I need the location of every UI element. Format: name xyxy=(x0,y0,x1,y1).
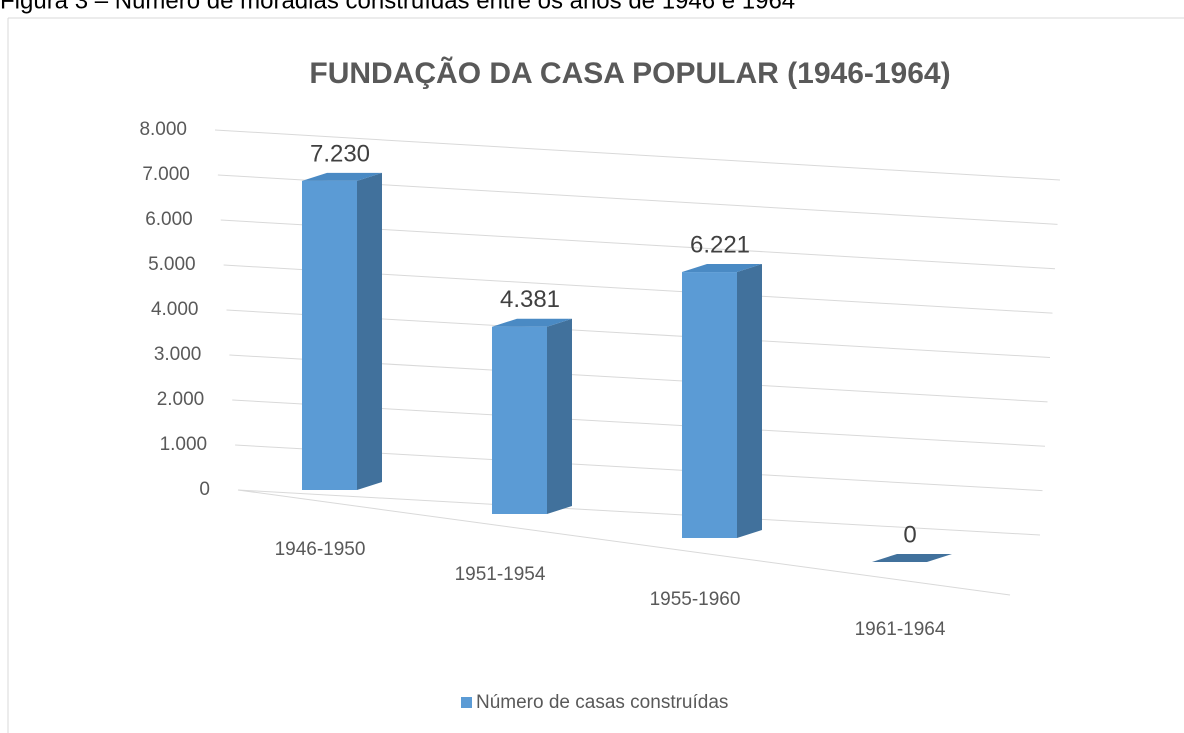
bar-side xyxy=(737,264,762,538)
bar xyxy=(302,180,357,491)
y-tick-label: 2.000 xyxy=(157,389,205,410)
x-tick-label: 1955-1960 xyxy=(650,589,741,610)
bar xyxy=(492,326,547,514)
bar-top xyxy=(302,172,382,181)
y-tick-label: 1.000 xyxy=(160,434,208,455)
y-tick-label: 4.000 xyxy=(151,299,199,320)
bar-top xyxy=(682,264,762,273)
bar-side xyxy=(357,172,382,491)
floor-line xyxy=(237,489,1011,596)
grid-line xyxy=(237,489,1041,536)
chart-title: FUNDAÇÃO DA CASA POPULAR (1946-1964) xyxy=(309,56,950,90)
y-tick-label: 8.000 xyxy=(139,119,187,140)
caption: Figura 3 – Número de moradias construída… xyxy=(0,0,795,14)
data-label: 7.230 xyxy=(310,140,370,167)
data-label: 4.381 xyxy=(500,286,560,313)
legend-label: Número de casas construídas xyxy=(476,692,728,713)
bar xyxy=(682,272,737,538)
y-tick-label: 0 xyxy=(199,479,210,500)
data-label: 6.221 xyxy=(690,231,750,258)
bar-top xyxy=(872,554,952,562)
x-tick-label: 1946-1950 xyxy=(275,539,366,560)
y-tick-label: 6.000 xyxy=(145,209,193,230)
x-tick-label: 1951-1954 xyxy=(455,564,546,585)
y-tick-label: 5.000 xyxy=(148,254,196,275)
legend-swatch xyxy=(461,697,472,708)
data-label: 0 xyxy=(903,521,916,548)
grid-line xyxy=(214,129,1061,181)
bar-top xyxy=(492,318,572,327)
x-tick-label: 1961-1964 xyxy=(855,619,946,640)
bar-side xyxy=(547,318,572,514)
y-tick-label: 3.000 xyxy=(154,344,202,365)
y-tick-label: 7.000 xyxy=(142,164,190,185)
